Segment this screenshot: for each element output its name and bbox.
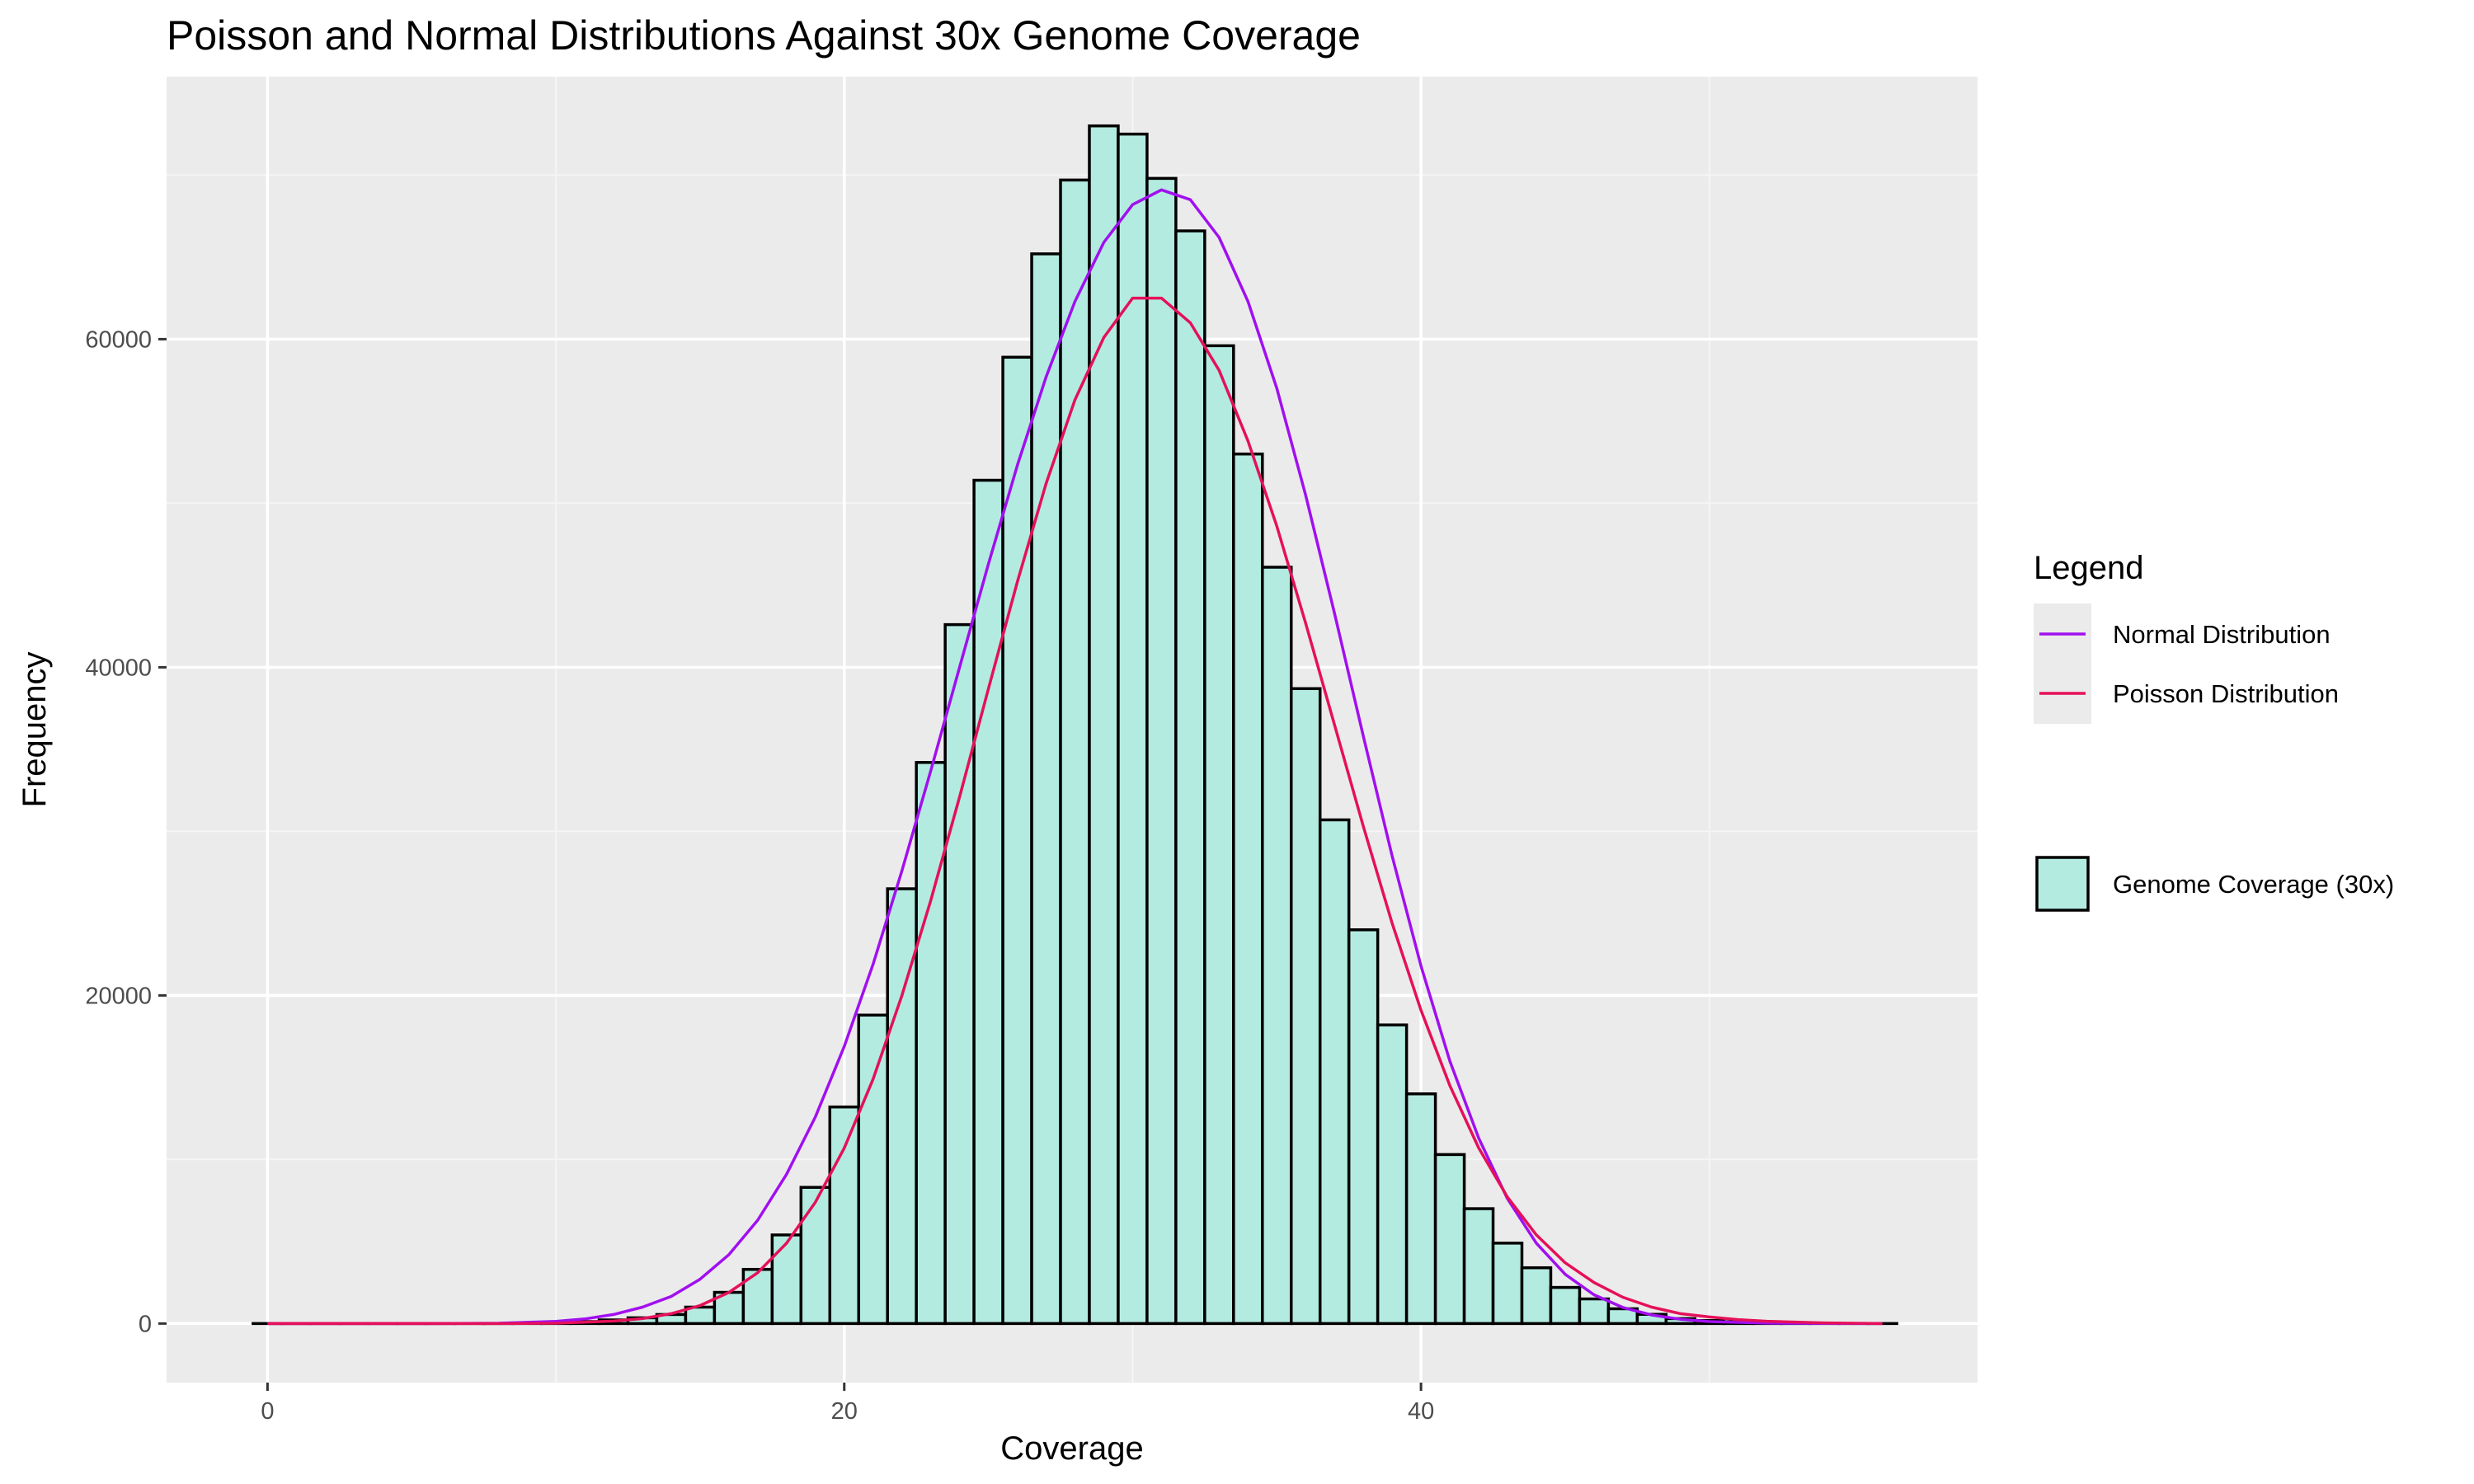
histogram-bar — [1059, 178, 1091, 1326]
histogram-bar — [886, 887, 918, 1326]
histogram-bar — [1088, 124, 1120, 1326]
x-tick-label: 20 — [831, 1398, 858, 1425]
poisson-distribution-line — [267, 296, 1883, 1326]
histogram-bar — [1491, 1242, 1524, 1326]
histogram-bar — [972, 478, 1004, 1326]
y-axis-title: Frequency — [16, 652, 53, 808]
x-tick-label: 0 — [261, 1398, 274, 1425]
x-axis-title: Coverage — [1000, 1430, 1143, 1467]
histogram-bar — [915, 761, 947, 1326]
histogram-bar — [943, 622, 976, 1326]
y-tick-label: 60000 — [85, 326, 152, 353]
y-axis: 0 20000 40000 60000 — [85, 326, 167, 1337]
x-tick-label: 40 — [1408, 1398, 1434, 1425]
legend-poisson-label: Poisson Distribution — [2113, 679, 2339, 708]
legend-title: Legend — [2034, 550, 2143, 586]
histogram-bar — [1520, 1266, 1553, 1326]
histogram-bar — [1404, 1092, 1437, 1326]
histogram-bar — [1549, 1285, 1582, 1326]
histogram-bar — [1145, 176, 1178, 1326]
histogram-bar — [1030, 252, 1062, 1326]
histogram-bar — [1347, 928, 1380, 1326]
histogram-bar — [1578, 1297, 1611, 1326]
distribution-curves — [267, 188, 1883, 1326]
histogram-bar — [1261, 566, 1293, 1326]
histogram-bar — [799, 1186, 832, 1326]
histogram-bar — [828, 1105, 860, 1326]
legend-line-key-background — [2034, 603, 2091, 724]
y-tick-label: 20000 — [85, 983, 152, 1009]
x-axis: 0 20 40 — [261, 1383, 1434, 1425]
histogram-bar — [1433, 1153, 1466, 1326]
legend-histogram-label: Genome Coverage (30x) — [2113, 870, 2394, 899]
legend-normal-label: Normal Distribution — [2113, 620, 2331, 649]
chart-title: Poisson and Normal Distributions Against… — [167, 12, 1361, 59]
histogram-bar — [1376, 1023, 1409, 1326]
y-tick-label: 0 — [139, 1311, 152, 1337]
histogram-bar — [1174, 229, 1206, 1326]
histogram-bar — [1318, 818, 1351, 1326]
histogram-bar — [741, 1267, 774, 1326]
histogram-bar — [1232, 452, 1264, 1326]
histogram-bar — [1462, 1207, 1495, 1326]
histogram-bar — [1290, 687, 1322, 1326]
legend: Legend Normal Distribution Poisson Distr… — [2034, 550, 2394, 912]
histogram-bars — [252, 124, 1898, 1326]
histogram-bar — [1117, 132, 1149, 1326]
y-tick-label: 40000 — [85, 655, 152, 681]
normal-distribution-line — [267, 188, 1883, 1326]
legend-histogram-key — [2035, 856, 2090, 912]
histogram-bar — [1203, 344, 1235, 1326]
histogram-bar — [770, 1233, 803, 1326]
histogram-bar — [857, 1013, 889, 1326]
